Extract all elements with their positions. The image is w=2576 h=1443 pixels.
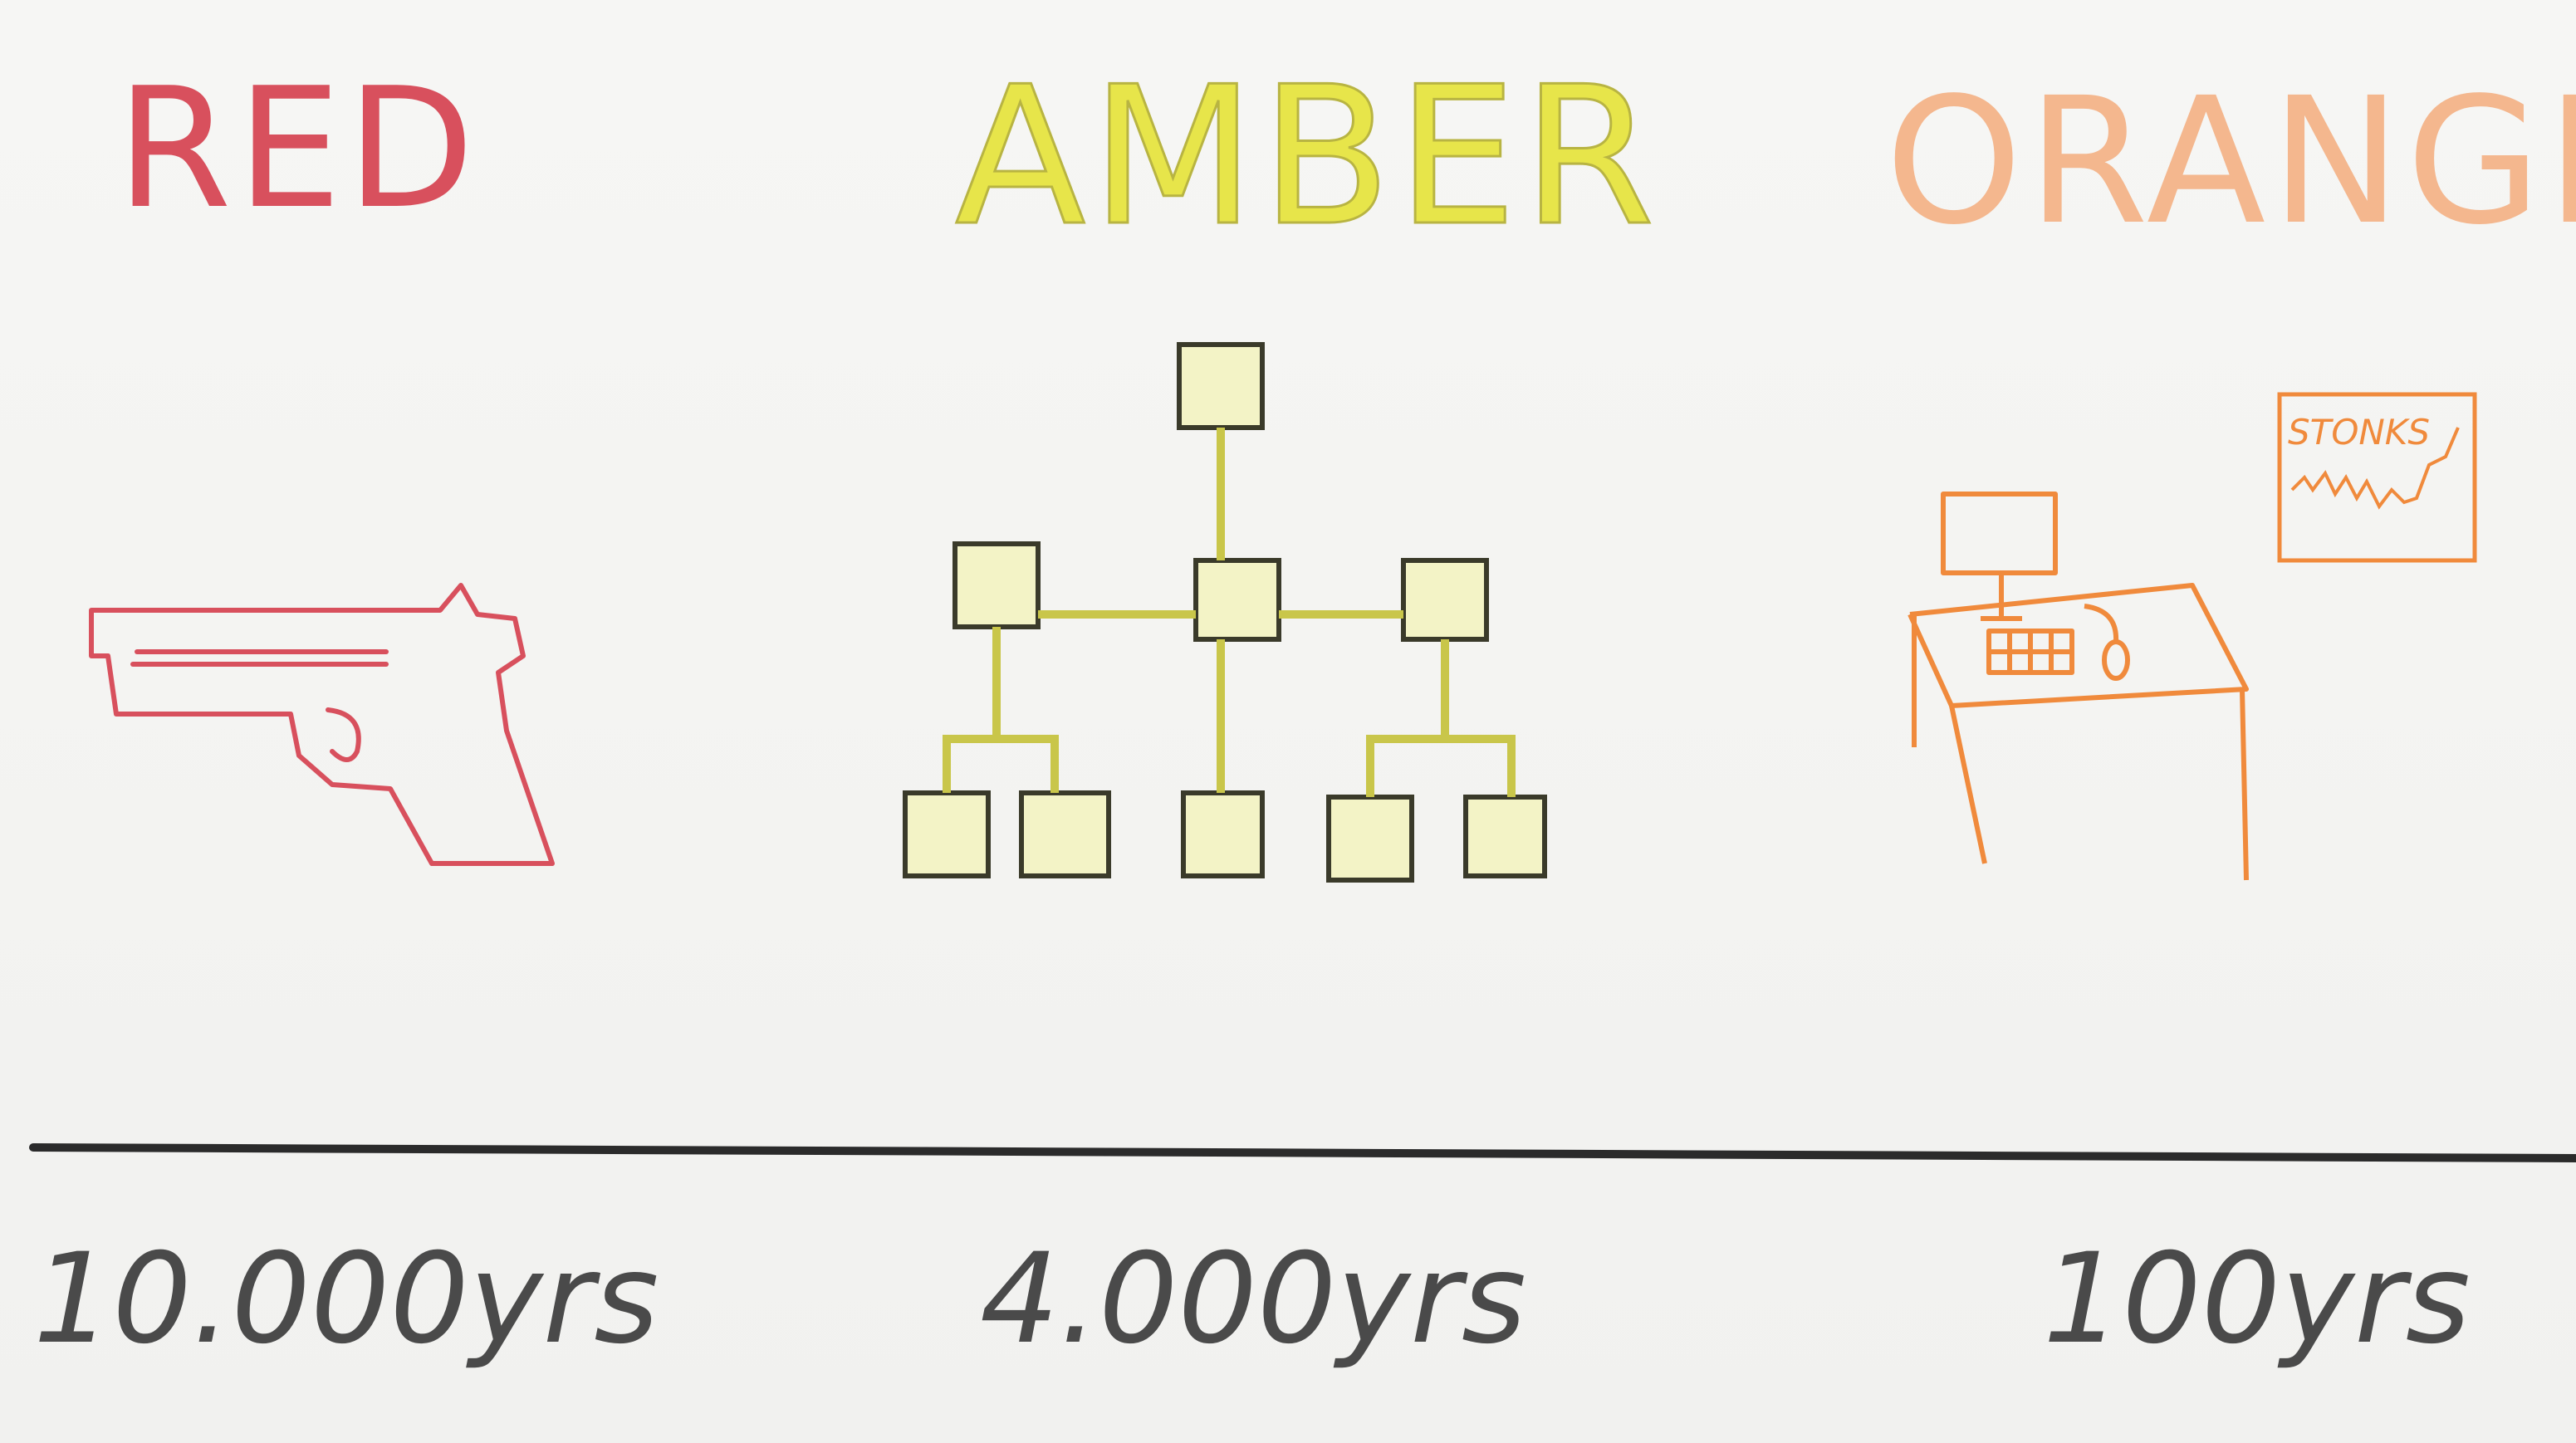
heading-orange: ORANGE bbox=[1885, 60, 2576, 263]
years-amber: 4.000yrs bbox=[980, 1227, 1527, 1372]
timeline-axis bbox=[29, 1143, 2576, 1162]
heading-red: RED bbox=[116, 52, 480, 246]
stonks-label: STONKS bbox=[2288, 412, 2430, 452]
stonks-chart-sign bbox=[2277, 392, 2477, 563]
computer-desk-icon bbox=[1908, 492, 2249, 881]
years-red: 10.000yrs bbox=[33, 1227, 659, 1372]
pistol-icon bbox=[89, 583, 555, 866]
years-orange: 100yrs bbox=[2043, 1227, 2471, 1372]
hierarchy-tree-icon bbox=[903, 342, 1547, 883]
heading-amber: AMBER bbox=[954, 46, 1660, 268]
tree-connectors bbox=[943, 428, 1516, 797]
